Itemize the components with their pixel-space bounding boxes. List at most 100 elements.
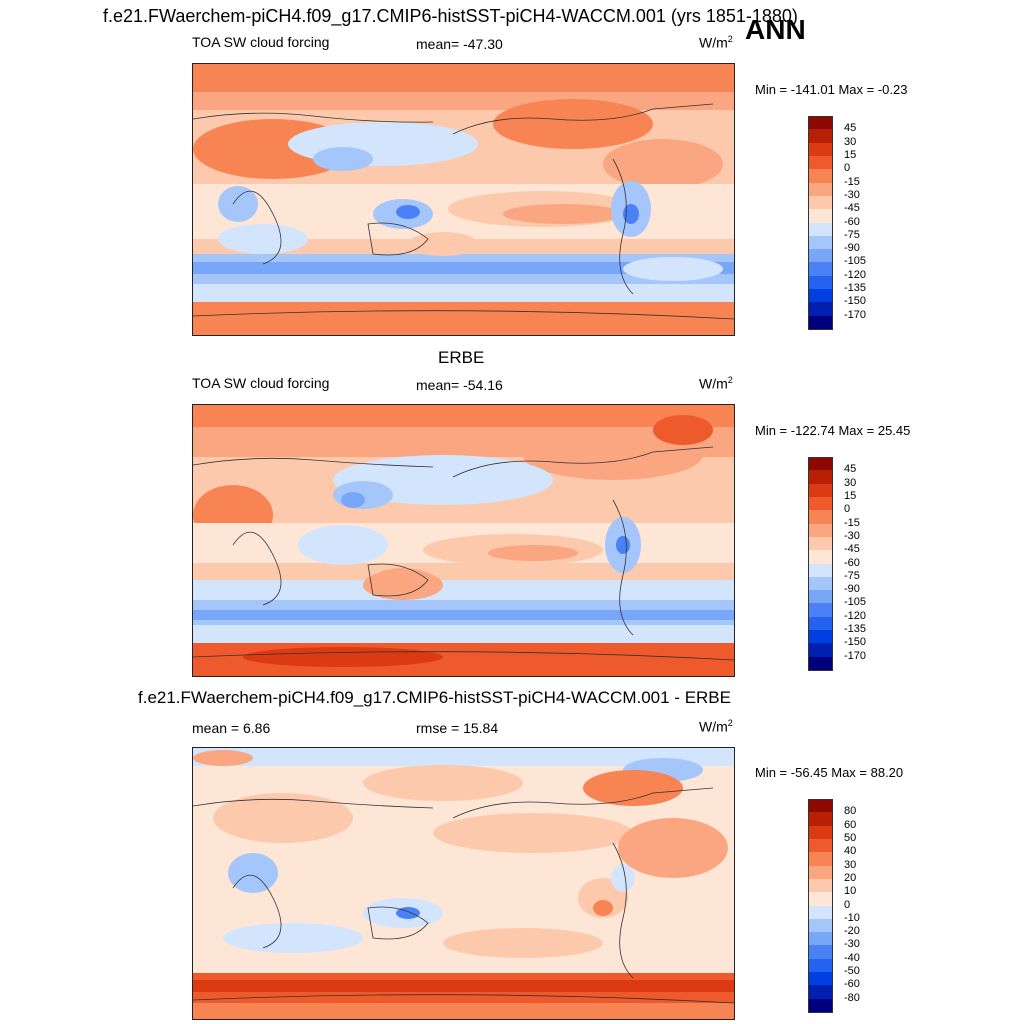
colorbar-swatch bbox=[808, 878, 833, 893]
panel2-heading: ERBE bbox=[438, 348, 485, 367]
colorbar-tick-label: 0 bbox=[844, 162, 851, 175]
colorbar-tick-label: -105 bbox=[844, 255, 867, 268]
colorbar-tick-label: 30 bbox=[844, 135, 857, 148]
colorbar-swatch bbox=[808, 496, 833, 511]
colorbar-tick-label: -30 bbox=[844, 529, 860, 542]
colorbar-tick-label: -15 bbox=[844, 516, 860, 529]
colorbar-swatch bbox=[808, 643, 833, 658]
panel2-map bbox=[192, 404, 735, 677]
colorbar-swatch bbox=[808, 302, 833, 317]
colorbar-swatch bbox=[808, 209, 833, 223]
colorbar-swatch bbox=[808, 576, 833, 591]
colorbar-swatch bbox=[808, 510, 833, 525]
colorbar-swatch bbox=[808, 289, 833, 303]
colorbar-swatch bbox=[808, 142, 833, 157]
colorbar-swatch bbox=[808, 235, 833, 250]
colorbar-swatch bbox=[808, 812, 833, 827]
colorbar-swatch bbox=[808, 563, 833, 578]
colorbar-swatch bbox=[808, 972, 833, 986]
colorbar-tick-label: -80 bbox=[844, 991, 860, 1004]
colorbar-swatch bbox=[808, 249, 833, 263]
colorbar-tick-label: -40 bbox=[844, 951, 860, 964]
colorbar-tick-label: -20 bbox=[844, 925, 860, 938]
colorbar-swatch bbox=[808, 932, 833, 946]
colorbar-tick-label: 15 bbox=[844, 489, 857, 502]
season-label: ANN bbox=[745, 14, 806, 45]
colorbar-tick-label: 45 bbox=[844, 463, 857, 476]
colorbar-tick-label: 60 bbox=[844, 818, 857, 831]
colorbar-swatch bbox=[808, 457, 833, 471]
colorbar-tick-label: -90 bbox=[844, 242, 860, 255]
colorbar-tick-label: 30 bbox=[844, 858, 857, 871]
colorbar-tick-label: -75 bbox=[844, 569, 860, 582]
colorbar-swatch bbox=[808, 222, 833, 237]
panel1-colorbar: 45 30 15 0 -15 -30 -45 -60 -75 -90 -105 -120 -135 -15… bbox=[808, 116, 868, 330]
panel3-rmse-label: rmse = 15.84 bbox=[416, 720, 499, 736]
colorbar-tick-label: 50 bbox=[844, 831, 857, 844]
panel2-units: W/m2 bbox=[699, 375, 733, 392]
panel3-units: W/m2 bbox=[699, 718, 733, 735]
colorbar-swatch bbox=[808, 182, 833, 197]
colorbar-tick-label: -105 bbox=[844, 596, 867, 609]
colorbar-swatch bbox=[808, 852, 833, 867]
colorbar-swatch bbox=[808, 630, 833, 644]
colorbar-swatch bbox=[808, 590, 833, 604]
figure-title: f.e21.FWaerchem-piCH4.f09_g17.CMIP6-hist… bbox=[103, 6, 798, 26]
panel2-mean-label: mean= -54.16 bbox=[416, 377, 503, 393]
panel3-colorbar: 80 60 50 40 30 20 10 0 -10 -20 -30 -40 -50 -60 -80 bbox=[808, 799, 868, 1013]
colorbar-swatch bbox=[808, 169, 833, 184]
colorbar-swatch bbox=[808, 155, 833, 170]
colorbar-swatch bbox=[808, 129, 833, 144]
colorbar-swatch bbox=[808, 262, 833, 277]
colorbar-swatch bbox=[808, 958, 833, 973]
colorbar-swatch bbox=[808, 195, 833, 210]
colorbar-tick-label: 80 bbox=[844, 805, 857, 818]
colorbar-swatch bbox=[808, 865, 833, 880]
colorbar-tick-label: 10 bbox=[844, 885, 857, 898]
colorbar-swatch bbox=[808, 892, 833, 906]
colorbar-tick-label: -30 bbox=[844, 188, 860, 201]
colorbar-tick-label: -45 bbox=[844, 202, 860, 215]
colorbar-tick-label: -150 bbox=[844, 295, 867, 308]
colorbar-swatch bbox=[808, 918, 833, 933]
colorbar-tick-label: -90 bbox=[844, 583, 860, 596]
colorbar-tick-label: 15 bbox=[844, 148, 857, 161]
colorbar-swatch bbox=[808, 550, 833, 564]
colorbar-tick-label: -10 bbox=[844, 911, 860, 924]
panel1-units: W/m2 bbox=[699, 34, 733, 51]
colorbar-tick-label: -170 bbox=[844, 649, 867, 662]
colorbar-tick-label: 30 bbox=[844, 476, 857, 489]
colorbar-swatch bbox=[808, 825, 833, 840]
colorbar-tick-label: -75 bbox=[844, 228, 860, 241]
colorbar-tick-label: 0 bbox=[844, 898, 851, 911]
colorbar-swatch bbox=[808, 275, 833, 290]
colorbar-tick-label: -60 bbox=[844, 978, 860, 991]
colorbar-tick-label: -135 bbox=[844, 282, 867, 295]
panel3-heading: f.e21.FWaerchem-piCH4.f09_g17.CMIP6-hist… bbox=[138, 688, 731, 707]
colorbar-swatch bbox=[808, 616, 833, 631]
colorbar-tick-label: -45 bbox=[844, 543, 860, 556]
colorbar-swatch bbox=[808, 603, 833, 618]
colorbar-tick-label: -170 bbox=[844, 308, 867, 321]
colorbar-swatch bbox=[808, 656, 833, 671]
colorbar-swatch bbox=[808, 905, 833, 920]
panel2-variable-label: TOA SW cloud forcing bbox=[192, 375, 330, 391]
panel1-minmax: Min = -141.01 Max = -0.23 bbox=[755, 82, 908, 97]
colorbar-swatch bbox=[808, 523, 833, 538]
colorbar-swatch bbox=[808, 536, 833, 551]
colorbar-swatch bbox=[808, 483, 833, 498]
colorbar-tick-label: -135 bbox=[844, 623, 867, 636]
panel2-colorbar: 45 30 15 0 -15 -30 -45 -60 -75 -90 -105 -120 -135 -15… bbox=[808, 457, 868, 671]
colorbar-tick-label: 40 bbox=[844, 845, 857, 858]
panel1-map bbox=[192, 63, 735, 336]
colorbar-tick-label: -60 bbox=[844, 215, 860, 228]
panel1-variable-label: TOA SW cloud forcing bbox=[192, 34, 330, 50]
colorbar-swatch bbox=[808, 116, 833, 130]
panel2-minmax: Min = -122.74 Max = 25.45 bbox=[755, 423, 911, 438]
colorbar-swatch bbox=[808, 470, 833, 485]
panel1-mean-label: mean= -47.30 bbox=[416, 36, 503, 52]
colorbar-tick-label: 20 bbox=[844, 871, 857, 884]
colorbar-tick-label: -120 bbox=[844, 268, 867, 281]
colorbar-tick-label: -15 bbox=[844, 175, 860, 188]
colorbar-tick-label: -50 bbox=[844, 965, 860, 978]
